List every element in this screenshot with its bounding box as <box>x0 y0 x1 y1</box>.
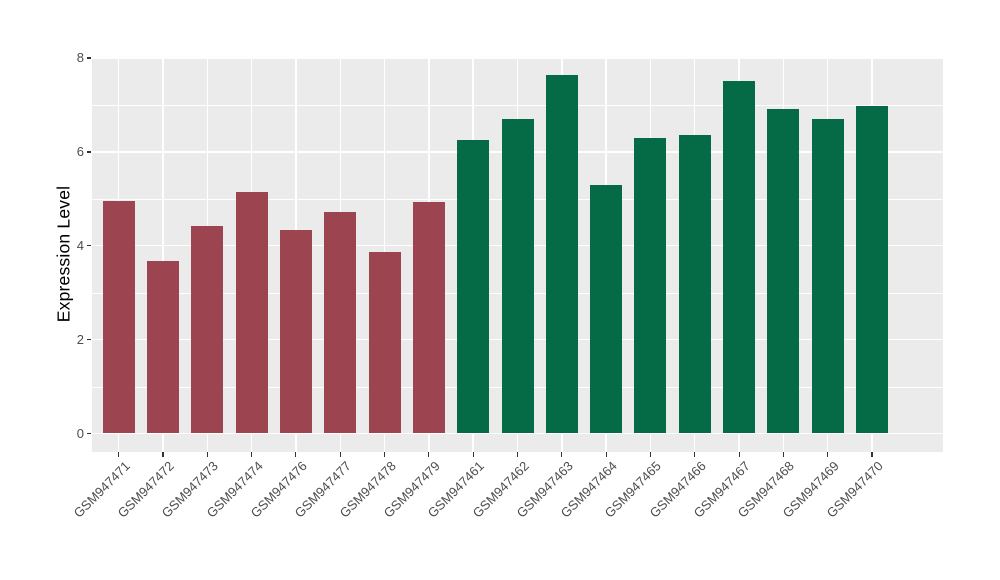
x-tick <box>295 452 297 457</box>
y-tick <box>86 151 91 153</box>
y-tick <box>86 245 91 247</box>
x-tick <box>561 452 563 457</box>
bar-GSM947466 <box>678 135 711 434</box>
x-tick <box>827 452 829 457</box>
bar-GSM947477 <box>324 212 357 434</box>
bar-GSM947469 <box>811 118 844 434</box>
x-tick <box>738 452 740 457</box>
x-tick <box>339 452 341 457</box>
y-axis-title: Expression Level <box>53 185 74 323</box>
bar-GSM947474 <box>235 191 268 434</box>
y-tick-label: 0 <box>76 425 84 441</box>
x-tick <box>250 452 253 457</box>
bar-GSM947464 <box>590 184 623 434</box>
bar-GSM947467 <box>723 80 756 434</box>
y-tick <box>86 339 91 341</box>
x-tick <box>516 452 519 457</box>
x-tick <box>605 452 607 457</box>
x-tick <box>694 452 696 457</box>
bar-GSM947463 <box>545 74 578 434</box>
y-tick-label: 4 <box>76 237 84 253</box>
y-tick <box>86 432 91 435</box>
plot-panel <box>92 57 943 452</box>
x-tick <box>782 452 785 457</box>
y-tick-label: 8 <box>76 50 84 66</box>
y-tick-label: 2 <box>76 331 84 347</box>
bar-GSM947468 <box>767 109 800 434</box>
x-tick <box>871 452 873 457</box>
x-tick <box>117 452 120 457</box>
x-tick <box>162 452 164 457</box>
bar-GSM947470 <box>856 105 889 434</box>
bar-GSM947473 <box>191 226 224 434</box>
category-gridline <box>162 57 164 452</box>
bar-GSM947471 <box>102 201 135 434</box>
x-tick <box>206 452 208 457</box>
bar-GSM947461 <box>457 139 490 434</box>
y-tick <box>86 57 91 59</box>
bar-GSM947476 <box>279 230 312 434</box>
bar-GSM947465 <box>634 137 667 434</box>
bar-GSM947472 <box>146 261 179 434</box>
bar-GSM947479 <box>412 202 445 434</box>
y-tick-label: 6 <box>76 143 84 159</box>
x-tick <box>428 452 430 457</box>
x-tick <box>649 452 652 457</box>
bar-GSM947478 <box>368 251 401 434</box>
x-tick <box>383 452 386 457</box>
x-tick <box>472 452 474 457</box>
bar-GSM947462 <box>501 118 534 434</box>
